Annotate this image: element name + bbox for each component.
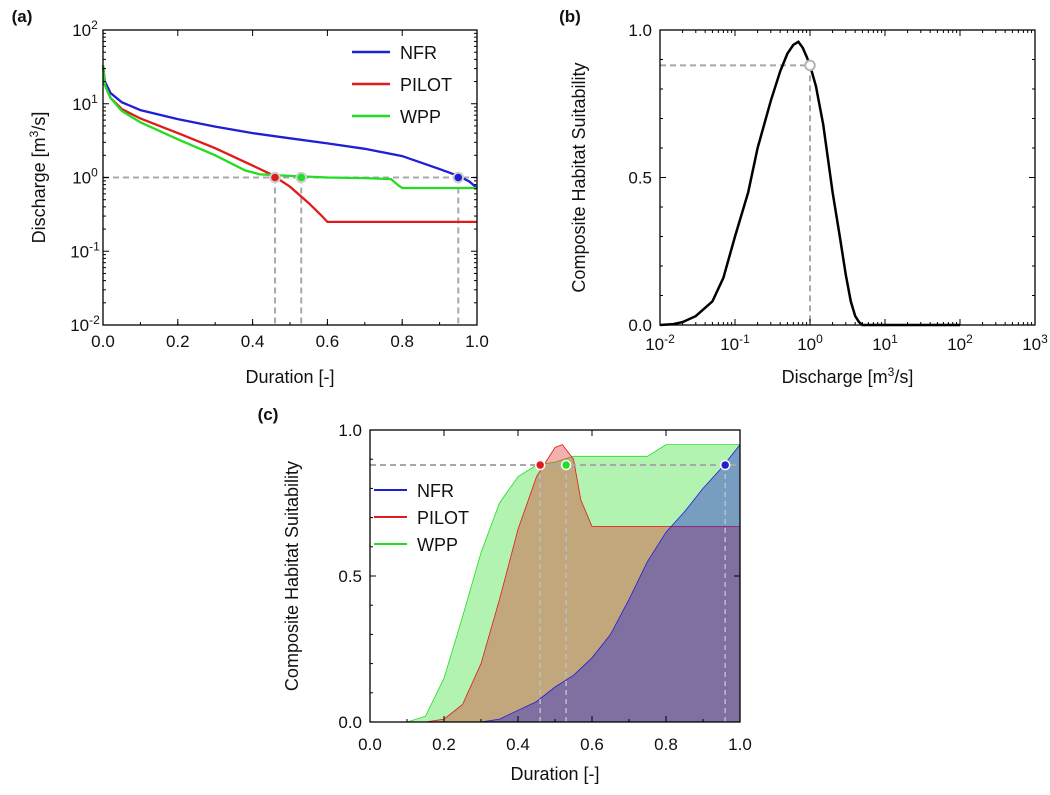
legend-label-pilot: PILOT (400, 75, 452, 95)
panel-a: 0.0 0.2 0.4 0.6 0.8 1.0 10-2 10-1 100 101 102 Durat… (12, 7, 489, 387)
area-pilot (370, 444, 740, 722)
series-edge-nfr (370, 444, 741, 723)
y-tick-label: 102 (72, 18, 98, 40)
marker-point (804, 59, 816, 72)
y-tick-label: 1.0 (628, 21, 652, 40)
x-tick-label: 102 (947, 332, 973, 354)
series-line-wpp (101, 65, 477, 190)
x-tick-label: 103 (1022, 332, 1048, 354)
y-tick-label: 100 (72, 166, 98, 188)
x-tick-label: 1.0 (728, 735, 752, 754)
y-axis-label: Composite Habitat Suitability (282, 461, 302, 691)
marker-nfr (452, 171, 465, 184)
legend-label-wpp: WPP (417, 535, 458, 555)
y-tick-label: 0.0 (628, 316, 652, 335)
y-axis-label: Discharge [m3/s] (27, 112, 49, 244)
marker-wpp (295, 171, 308, 184)
x-tick-label: 1.0 (465, 332, 489, 351)
series-line-nfr (101, 65, 478, 189)
legend-label-pilot: PILOT (417, 508, 469, 528)
x-axis-label: Discharge [m3/s] (782, 365, 914, 387)
suitability-curve (659, 40, 960, 327)
panel-label: (c) (258, 405, 279, 424)
series-edge-pilot (370, 444, 740, 723)
marker-pilot (534, 459, 546, 471)
y-tick-label: 0.0 (338, 713, 362, 732)
marker-nfr (719, 459, 731, 471)
panel-label: (a) (12, 7, 33, 26)
x-tick-label: 0.6 (316, 332, 340, 351)
panel-b: 10-2 10-1 100 101 102 103 0.0 0.5 1.0 Discharge [… (559, 7, 1048, 387)
x-tick-label: 0.2 (166, 332, 190, 351)
y-tick-label: 0.5 (338, 567, 362, 586)
x-tick-label: 10-1 (720, 332, 750, 354)
panel-c: 0.0 0.2 0.4 0.6 0.8 1.0 0.0 0.5 1.0 Duration [-] C… (258, 405, 752, 784)
y-tick-label: 1.0 (338, 421, 362, 440)
x-tick-label: 0.4 (506, 735, 530, 754)
y-tick-label: 10-1 (70, 239, 100, 261)
x-tick-label: 0.8 (390, 332, 414, 351)
x-tick-label: 0.2 (432, 735, 456, 754)
marker-wpp (560, 459, 572, 471)
y-tick-label: 10-2 (70, 313, 100, 335)
x-tick-label: 0.0 (91, 332, 115, 351)
y-axis-label: Composite Habitat Suitability (569, 62, 589, 292)
x-tick-label: 0.8 (654, 735, 678, 754)
x-tick-label: 10-2 (645, 332, 675, 354)
legend-label-nfr: NFR (400, 43, 437, 63)
x-tick-label: 0.6 (580, 735, 604, 754)
x-tick-label: 100 (797, 332, 823, 354)
x-axis-label: Duration [-] (510, 764, 599, 784)
marker-pilot (269, 171, 281, 184)
panel-label: (b) (559, 7, 581, 26)
x-tick-label: 0.4 (241, 332, 265, 351)
x-tick-label: 0.0 (358, 735, 382, 754)
x-axis-label: Duration [-] (245, 367, 334, 387)
y-tick-label: 101 (72, 92, 98, 114)
legend-label-nfr: NFR (417, 481, 454, 501)
area-wpp (370, 444, 740, 722)
y-tick-label: 0.5 (628, 169, 652, 188)
legend-label-wpp: WPP (400, 107, 441, 127)
area-nfr (370, 444, 740, 722)
x-tick-label: 101 (872, 332, 898, 354)
